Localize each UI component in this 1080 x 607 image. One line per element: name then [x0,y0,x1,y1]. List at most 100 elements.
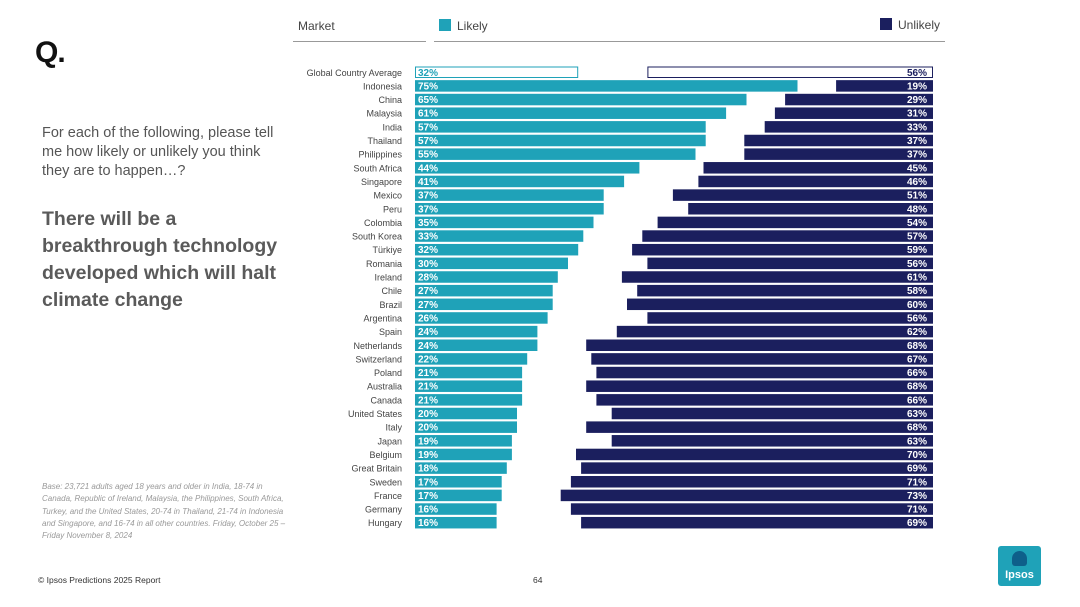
value-label-likely: 65% [418,95,438,106]
value-label-likely: 16% [418,505,438,516]
value-label-likely: 35% [418,218,438,229]
column-header-market: Market [298,19,335,33]
bar-likely [415,257,568,270]
bar-likely [415,148,696,160]
value-label-likely: 16% [418,518,438,529]
value-label-unlikely: 62% [907,327,927,338]
category-label: Romania [366,259,402,269]
legend-label-likely: Likely [457,19,488,33]
bar-unlikely [774,107,933,119]
value-label-unlikely: 69% [907,518,927,529]
bar-unlikely [744,148,933,160]
header-divider-market [293,41,426,42]
value-label-likely: 18% [418,464,438,475]
header-divider-legend [434,41,945,42]
value-label-unlikely: 51% [907,191,927,202]
category-label: Hungary [368,518,403,528]
value-label-unlikely: 66% [907,395,927,406]
value-label-unlikely: 68% [907,423,927,434]
category-label: Malaysia [366,109,402,119]
bar-likely [415,93,747,106]
value-label-likely: 44% [418,163,438,174]
category-label: Ireland [374,273,402,283]
bar-likely [415,353,528,365]
legend-label-unlikely: Unlikely [898,18,941,32]
value-label-unlikely: 67% [907,354,927,365]
value-label-unlikely: 37% [907,136,927,147]
value-label-unlikely: 71% [907,477,927,488]
logo-text: Ipsos [1005,569,1034,581]
value-label-unlikely: 57% [907,232,927,243]
category-label: Switzerland [355,354,402,364]
value-label-likely: 24% [418,327,438,338]
ipsos-logo: Ipsos [998,546,1041,586]
value-label-unlikely: 69% [907,464,927,475]
bar-unlikely [698,175,933,188]
category-label: Türkiye [372,245,402,255]
category-label: Italy [385,423,402,433]
bar-unlikely [647,257,933,270]
category-label: Great Britain [351,464,402,474]
bar-unlikely [591,353,933,365]
category-label: China [378,95,402,105]
category-label: Belgium [369,450,402,460]
category-label: Thailand [367,136,402,146]
bar-unlikely [637,284,933,297]
category-label: Argentina [363,313,402,323]
value-label-unlikely: 56% [907,68,927,79]
bar-unlikely [744,134,933,147]
value-label-likely: 21% [418,395,438,406]
category-label: Global Country Average [307,68,402,78]
category-label: India [382,122,402,132]
bar-unlikely [611,435,933,447]
bar-likely [415,230,584,242]
value-label-likely: 32% [418,68,438,79]
bar-likely [415,107,727,119]
bar-likely [415,216,594,229]
category-label: Chile [381,286,402,296]
value-label-likely: 19% [418,450,438,461]
bar-likely [415,203,604,215]
value-label-unlikely: 70% [907,450,927,461]
bar-unlikely [632,243,933,256]
value-label-likely: 24% [418,341,438,352]
bar-unlikely [570,476,933,488]
q-mark: Q. [35,36,66,69]
bar-likely [415,339,538,351]
bar-unlikely [576,448,933,461]
category-label: Spain [379,327,402,337]
bar-unlikely [785,93,933,106]
bar-unlikely [611,407,933,420]
category-label: Sweden [369,477,402,487]
bar-unlikely [621,271,933,283]
value-label-likely: 32% [418,245,438,256]
bar-unlikely [560,489,933,502]
bar-likely [415,380,523,392]
value-label-unlikely: 56% [907,313,927,324]
value-label-unlikely: 73% [907,491,927,502]
category-label: South Korea [352,232,402,242]
bar-likely [415,476,502,488]
value-label-unlikely: 48% [907,204,927,215]
value-label-unlikely: 46% [907,177,927,188]
logo-mark-icon [1012,551,1027,566]
bar-likely [415,462,507,474]
value-label-unlikely: 29% [907,95,927,106]
value-label-likely: 33% [418,232,438,243]
value-label-likely: 41% [418,177,438,188]
bar-unlikely [570,503,933,515]
category-label: Singapore [361,177,402,187]
category-label: Germany [365,505,403,515]
value-label-unlikely: 60% [907,300,927,311]
bar-unlikely [642,230,933,242]
legend-swatch-likely [439,19,451,31]
category-label: Philippines [358,150,402,160]
value-label-likely: 17% [418,491,438,502]
bar-likely [415,312,548,324]
legend-swatch-unlikely [880,18,892,30]
bar-likely [415,516,497,529]
value-label-unlikely: 71% [907,505,927,516]
category-label: Australia [367,382,402,392]
bar-unlikely [688,203,933,215]
